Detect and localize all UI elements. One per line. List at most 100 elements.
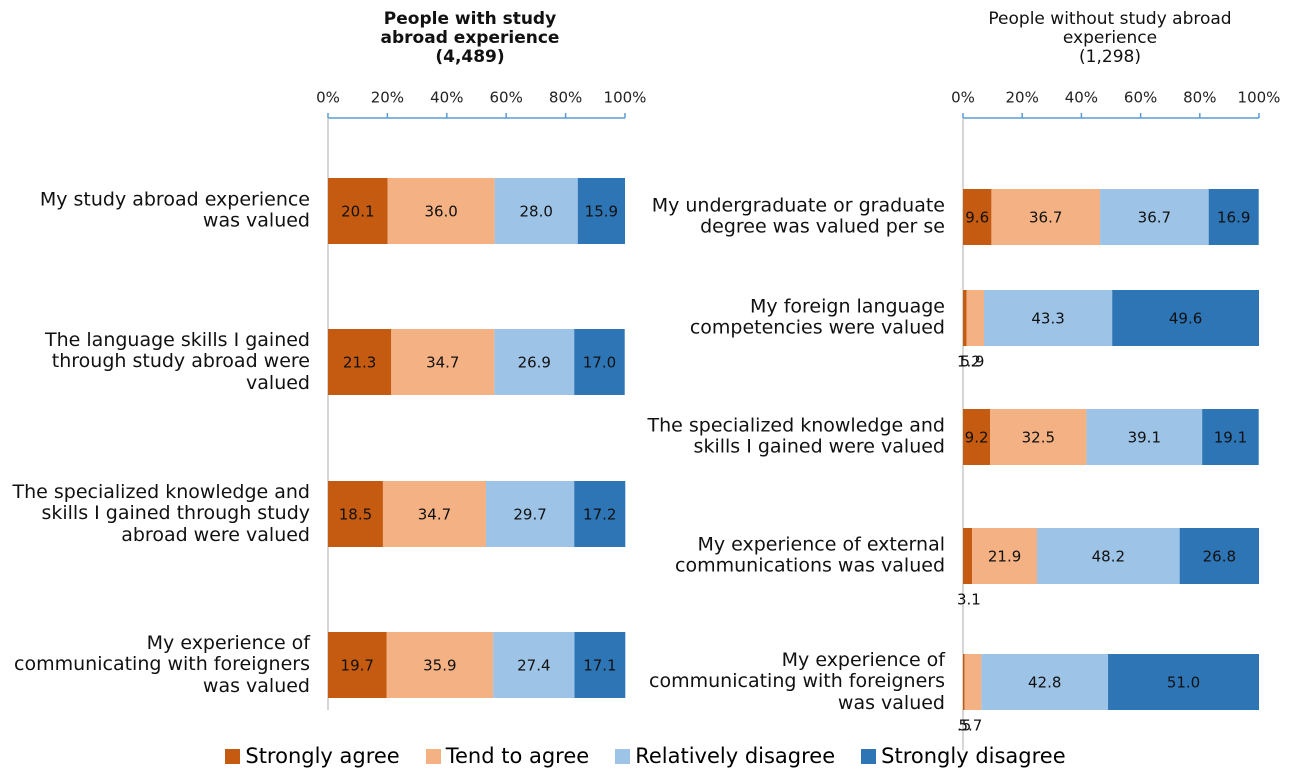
data-label: 34.7 <box>426 354 459 372</box>
bar-segment <box>984 290 1113 346</box>
data-label: 19.7 <box>341 657 374 675</box>
data-label: 21.9 <box>988 548 1021 566</box>
bar-segment <box>486 481 575 547</box>
bar-segment <box>964 654 982 710</box>
data-label: 17.2 <box>583 506 616 524</box>
bar-segment <box>328 481 383 547</box>
bar-segment <box>328 632 387 698</box>
subtitle: (1,298) <box>1079 47 1141 68</box>
legend-item: Tend to agree <box>425 744 590 768</box>
category-label: My experience of communicating with fore… <box>649 649 945 714</box>
data-label: 16.9 <box>1217 209 1250 227</box>
category-label: My experience of communicating with fore… <box>14 632 310 697</box>
data-label: 19.1 <box>1214 429 1247 447</box>
data-label: 1.2 <box>957 353 981 371</box>
data-label: 36.7 <box>1029 209 1062 227</box>
bar-segment <box>386 632 494 698</box>
bar-segment <box>1086 409 1203 465</box>
legend-item: Strongly agree <box>225 744 400 768</box>
data-label: 3.1 <box>957 591 981 609</box>
bar-segment <box>963 654 965 710</box>
bar-segment <box>1179 528 1259 584</box>
legend-item: Strongly disagree <box>861 744 1066 768</box>
category-label: My foreign language competencies were va… <box>689 295 945 339</box>
category-label: My undergraduate or graduate degree was … <box>651 194 945 238</box>
data-label: .5 <box>957 717 971 735</box>
category-label: The specialized knowledge and skills I g… <box>12 481 311 546</box>
bar-segment <box>991 189 1101 245</box>
title-text: People with study abroad experience <box>380 9 560 49</box>
data-label: 26.9 <box>518 354 551 372</box>
data-label: 34.7 <box>418 506 451 524</box>
bar-segment <box>494 329 575 395</box>
legend-swatch <box>615 749 631 764</box>
x-tick-label: 40% <box>430 89 463 107</box>
title-text: People without study abroad experience <box>988 9 1232 49</box>
bar-segment <box>574 632 626 698</box>
bar-segment <box>963 409 991 465</box>
x-tick-label: 60% <box>1124 89 1157 107</box>
chart-title: People without study abroad experience (1… <box>980 9 1240 68</box>
bar-segment <box>574 481 626 547</box>
data-label: 20.1 <box>341 203 374 221</box>
bar-segment <box>990 409 1087 465</box>
data-label: 29.7 <box>513 506 546 524</box>
data-label: 9.6 <box>965 209 989 227</box>
legend-label: Relatively disagree <box>635 744 836 768</box>
data-label: 21.3 <box>343 354 376 372</box>
bar-segment <box>1108 654 1259 710</box>
bar-segment <box>972 528 1037 584</box>
legend-item: Relatively disagree <box>615 744 835 768</box>
bar-segment <box>963 290 967 346</box>
data-label: 18.5 <box>339 506 372 524</box>
data-label: 51.0 <box>1167 674 1200 692</box>
bar-segment <box>963 528 973 584</box>
x-tick-label: 80% <box>1183 89 1216 107</box>
category-label: My experience of external communications… <box>675 533 945 577</box>
legend-swatch <box>225 749 241 764</box>
bar-segment <box>382 481 487 547</box>
data-label: 15.9 <box>585 203 618 221</box>
bar-segment <box>963 189 992 245</box>
bar-segment <box>966 290 985 346</box>
x-tick-label: 60% <box>490 89 523 107</box>
bar-segment <box>328 329 392 395</box>
category-label: My study abroad experience was valued <box>39 188 310 232</box>
category-label: The language skills I gained through stu… <box>45 329 310 394</box>
bar-segment <box>493 632 575 698</box>
x-tick-label: 100% <box>1238 89 1281 107</box>
bar-segment <box>574 329 625 395</box>
legend-label: Strongly disagree <box>881 744 1066 768</box>
category-label: The specialized knowledge and skills I g… <box>647 414 946 458</box>
x-tick-label: 20% <box>371 89 404 107</box>
legend-label: Strongly agree <box>245 744 400 768</box>
data-label: 17.0 <box>583 354 616 372</box>
data-label: 27.4 <box>517 657 550 675</box>
legend-swatch <box>861 749 877 764</box>
bar-segment <box>494 178 578 244</box>
bar-segment <box>387 178 495 244</box>
bar-segment <box>328 178 388 244</box>
bar-segment <box>1112 290 1259 346</box>
chart-title: People with study abroad experience (4,48… <box>350 9 590 68</box>
x-tick-label: 0% <box>951 89 975 107</box>
legend: Strongly agree Tend to agree Relatively di… <box>0 744 1291 768</box>
data-label: 36.7 <box>1138 209 1171 227</box>
data-label: 35.9 <box>423 657 456 675</box>
data-label: 28.0 <box>519 203 552 221</box>
bar-segment <box>1202 409 1259 465</box>
x-tick-label: 20% <box>1006 89 1039 107</box>
bar-segment <box>1208 189 1259 245</box>
data-label: 43.3 <box>1031 310 1064 328</box>
bar-segment <box>1100 189 1209 245</box>
subtitle: (4,489) <box>435 47 505 68</box>
bar-segment <box>981 654 1109 710</box>
data-label: 5.7 <box>958 717 982 735</box>
data-label: 5.9 <box>961 353 985 371</box>
bar-segment <box>391 329 495 395</box>
x-tick-label: 0% <box>316 89 340 107</box>
data-label: 39.1 <box>1128 429 1161 447</box>
legend-label: Tend to agree <box>445 744 590 768</box>
data-label: 36.0 <box>424 203 457 221</box>
